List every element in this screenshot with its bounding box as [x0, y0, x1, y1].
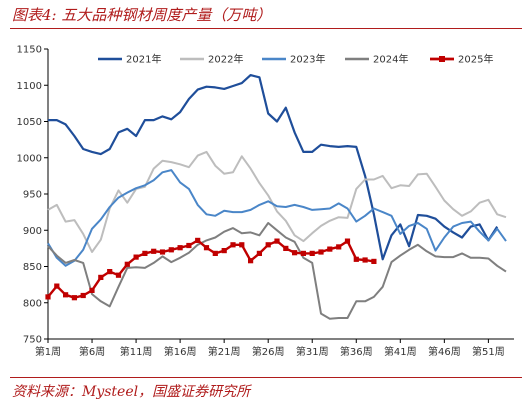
y-tick-label: 1000	[17, 153, 42, 164]
y-tick-label: 1100	[17, 81, 42, 92]
legend: 2021年 2022年 2023年 2024年 2025年	[98, 53, 493, 66]
x-tick-label: 第51周	[472, 345, 505, 358]
series-line	[48, 74, 499, 261]
x-tick-label: 第6周	[79, 345, 105, 358]
series-point	[292, 250, 298, 256]
series-point	[283, 245, 289, 251]
series-point	[159, 249, 166, 255]
series-point	[54, 283, 60, 289]
series-2021年	[48, 74, 499, 261]
series-2023年	[47, 169, 507, 267]
series-point	[45, 294, 51, 300]
series-line	[47, 169, 507, 267]
x-tick-label: 第31周	[296, 345, 329, 358]
legend-item: 2024年	[345, 53, 408, 66]
title-rule	[10, 28, 522, 29]
y-tick-label: 1150	[17, 45, 42, 56]
y-tick-label: 850	[23, 262, 42, 273]
series-point	[318, 249, 324, 255]
x-tick-label: 第26周	[252, 345, 285, 358]
series-point	[71, 295, 77, 301]
series-point	[344, 238, 351, 244]
series-point	[186, 242, 192, 249]
series-point	[151, 248, 157, 254]
x-tick-label: 第41周	[384, 345, 417, 358]
series-point	[256, 250, 262, 256]
source-note: 资料来源：Mysteel，国盛证券研究所	[12, 384, 251, 400]
legend-label: 2024年	[373, 53, 408, 66]
series-point	[327, 246, 333, 252]
legend-item: 2023年	[262, 53, 325, 66]
x-tick-label: 第36周	[340, 345, 373, 358]
y-tick-label: 750	[23, 335, 42, 346]
series-point	[248, 258, 254, 264]
series-point	[115, 272, 122, 278]
chart-title: 图表4: 五大品种钢材周度产量（万吨）	[12, 6, 272, 24]
legend-label: 2023年	[290, 53, 325, 66]
series-line	[47, 239, 375, 299]
legend-label: 2021年	[126, 53, 161, 66]
legend-item: 2021年	[98, 53, 161, 66]
legend-label: 2022年	[208, 53, 243, 66]
x-tick-label: 第11周	[120, 345, 153, 358]
x-tick-label: 第46周	[428, 345, 461, 358]
series-point	[195, 237, 201, 243]
legend-item: 2022年	[180, 53, 243, 66]
series-point	[107, 269, 113, 275]
series-point	[362, 257, 368, 263]
y-tick-label: 900	[23, 226, 42, 237]
series-point	[168, 247, 174, 253]
series-point	[80, 292, 86, 299]
series-point	[142, 250, 148, 256]
y-tick-label: 800	[23, 298, 42, 309]
x-tick-label: 第21周	[208, 345, 241, 358]
y-tick-label: 1050	[17, 117, 42, 128]
series-line	[47, 150, 507, 253]
series-line	[47, 222, 507, 320]
legend-item: 2025年	[430, 53, 493, 66]
series-point	[63, 292, 69, 298]
series-point	[265, 242, 271, 248]
legend-marker	[439, 56, 445, 62]
x-tick-label: 第16周	[164, 345, 197, 358]
series-point	[371, 258, 377, 264]
series-2025年	[45, 237, 377, 301]
series-point	[221, 248, 227, 254]
x-tick-label: 第1周	[35, 345, 61, 358]
series-point	[203, 245, 210, 251]
series-2022年	[47, 150, 507, 253]
series-point	[124, 261, 130, 267]
series-point	[98, 274, 104, 280]
series-point	[353, 256, 359, 262]
series-point	[309, 250, 315, 256]
series-point	[89, 287, 95, 293]
series-point	[336, 244, 342, 250]
series-point	[230, 242, 236, 248]
series-point	[177, 245, 183, 251]
series-point	[239, 242, 245, 248]
series-point	[212, 250, 218, 256]
line-chart: 750 800 850 900 950 1000 1050 1100 1150 第1周 第6周 第11…	[17, 45, 514, 358]
series-point	[300, 250, 306, 256]
series-point	[133, 254, 139, 260]
series-2024年	[47, 222, 507, 320]
source-rule	[10, 377, 522, 378]
legend-label: 2025年	[458, 53, 493, 66]
y-tick-label: 950	[23, 190, 42, 201]
axis-layer: 750 800 850 900 950 1000 1050 1100 1150 第1周 第6周 第11…	[17, 45, 514, 358]
series-point	[274, 238, 280, 244]
series-layer	[45, 74, 507, 320]
